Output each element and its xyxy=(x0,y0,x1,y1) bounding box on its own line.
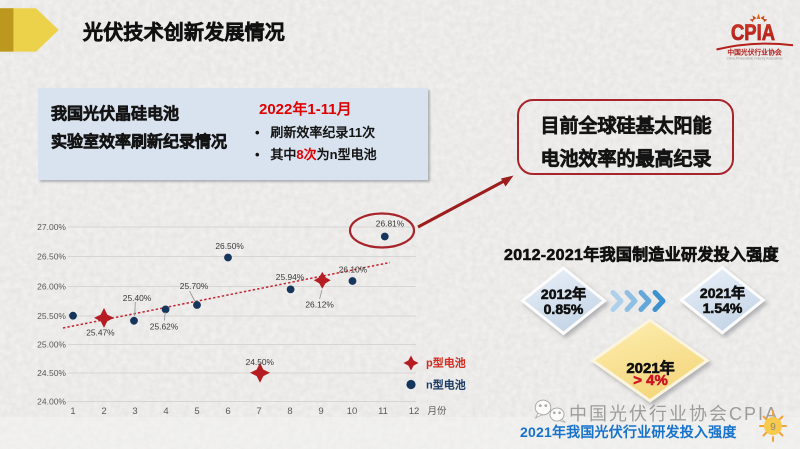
svg-text:26.00%: 26.00% xyxy=(37,282,66,292)
svg-text:25.50%: 25.50% xyxy=(37,311,66,321)
svg-text:25.70%: 25.70% xyxy=(180,281,209,291)
svg-text:10: 10 xyxy=(347,406,358,417)
svg-text:25.40%: 25.40% xyxy=(123,293,152,303)
svg-text:9: 9 xyxy=(770,422,776,433)
svg-text:25.62%: 25.62% xyxy=(150,322,179,332)
svg-text:25.47%: 25.47% xyxy=(86,328,115,338)
svg-text:n型电池: n型电池 xyxy=(426,378,466,392)
svg-text:26.50%: 26.50% xyxy=(37,252,66,262)
svg-text:4: 4 xyxy=(163,406,168,417)
svg-text:24.00%: 24.00% xyxy=(37,397,66,407)
svg-text:3: 3 xyxy=(132,406,137,417)
svg-text:月份: 月份 xyxy=(427,405,447,417)
svg-text:5: 5 xyxy=(194,406,199,417)
svg-text:8: 8 xyxy=(287,406,292,417)
svg-text:26.12%: 26.12% xyxy=(305,300,334,310)
svg-text:26.50%: 26.50% xyxy=(215,241,244,251)
svg-text:中国光伏行业协会: 中国光伏行业协会 xyxy=(727,48,782,57)
svg-text:2: 2 xyxy=(101,406,106,417)
svg-text:9: 9 xyxy=(318,406,323,417)
svg-text:7: 7 xyxy=(256,406,261,417)
svg-text:12: 12 xyxy=(409,406,420,417)
svg-text:1: 1 xyxy=(70,406,75,417)
svg-text:26.81%: 26.81% xyxy=(376,219,405,229)
svg-text:25.94%: 25.94% xyxy=(276,272,305,282)
svg-text:11: 11 xyxy=(378,406,388,417)
svg-text:CPIA: CPIA xyxy=(731,20,775,45)
svg-text:China Photovoltaic Industry As: China Photovoltaic Industry Association xyxy=(727,57,783,61)
svg-text:24.50%: 24.50% xyxy=(37,368,66,378)
svg-text:26.10%: 26.10% xyxy=(339,265,368,275)
svg-text:p型电池: p型电池 xyxy=(426,356,466,370)
svg-text:24.50%: 24.50% xyxy=(246,357,275,367)
svg-text:27.00%: 27.00% xyxy=(37,222,66,232)
svg-text:25.00%: 25.00% xyxy=(37,340,66,350)
svg-text:6: 6 xyxy=(225,406,230,417)
